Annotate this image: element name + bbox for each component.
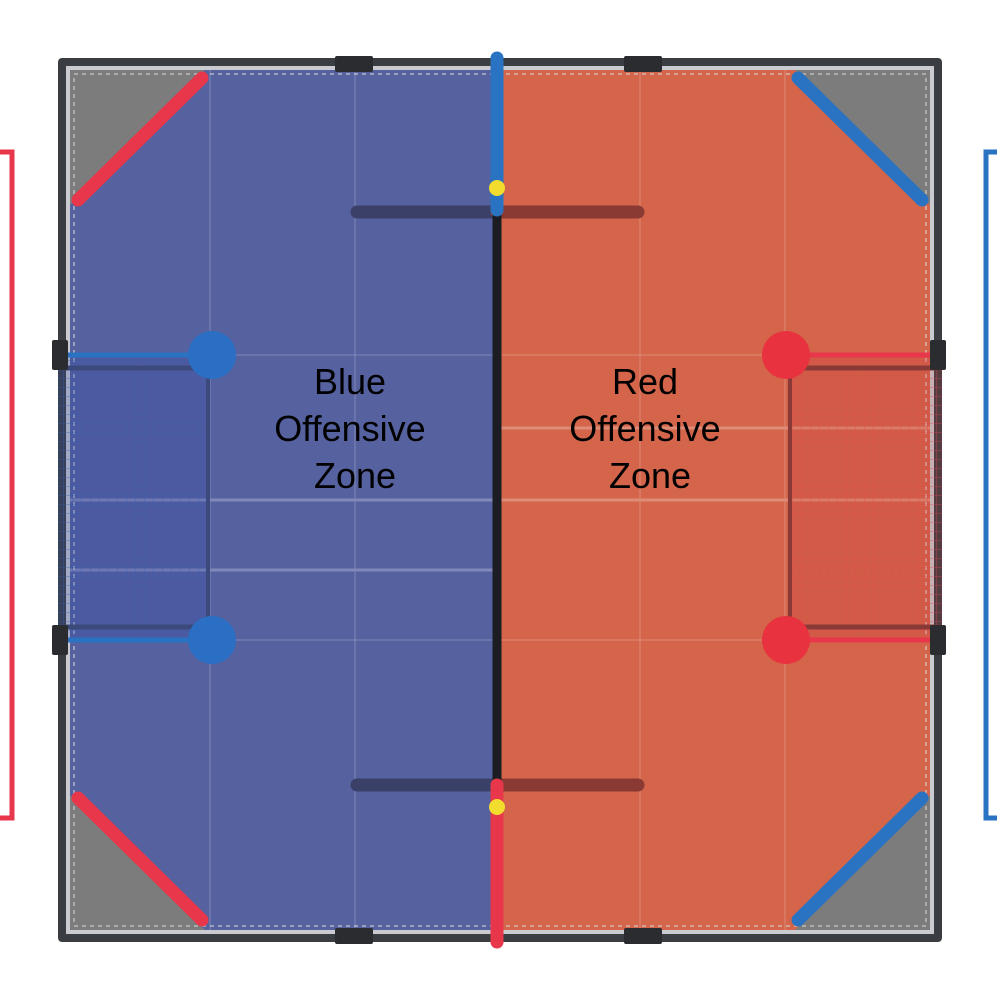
blue-zone-label-line2: Offensive [274,408,425,449]
blue-goal [58,331,236,664]
long-barriers [350,205,645,792]
frame-brackets [52,56,946,944]
red-zone-label-line2: Offensive [569,408,720,449]
red-zone-label-line1: Red [612,361,678,402]
red-offensive-zone [497,70,930,930]
yellow-ball-icon [489,180,505,196]
corner-bars [71,71,929,927]
blue-zone-label-line1: Blue [314,361,386,402]
blue-goal-post-top [188,331,236,379]
blue-zone-label-line3: Zone [314,455,396,496]
red-starting-bracket [0,149,15,821]
red-zone-label: Red Offensive Zone [569,361,730,496]
yellow-ball-icon [489,799,505,815]
blue-offensive-zone [70,70,497,930]
red-goal-post-bottom [762,616,810,664]
blue-starting-bracket [983,149,997,821]
blue-zone-label: Blue Offensive Zone [274,361,435,496]
blue-goal-post-bottom [188,616,236,664]
red-zone-label-line3: Zone [609,455,691,496]
red-goal-post-top [762,331,810,379]
red-goal [762,331,942,664]
